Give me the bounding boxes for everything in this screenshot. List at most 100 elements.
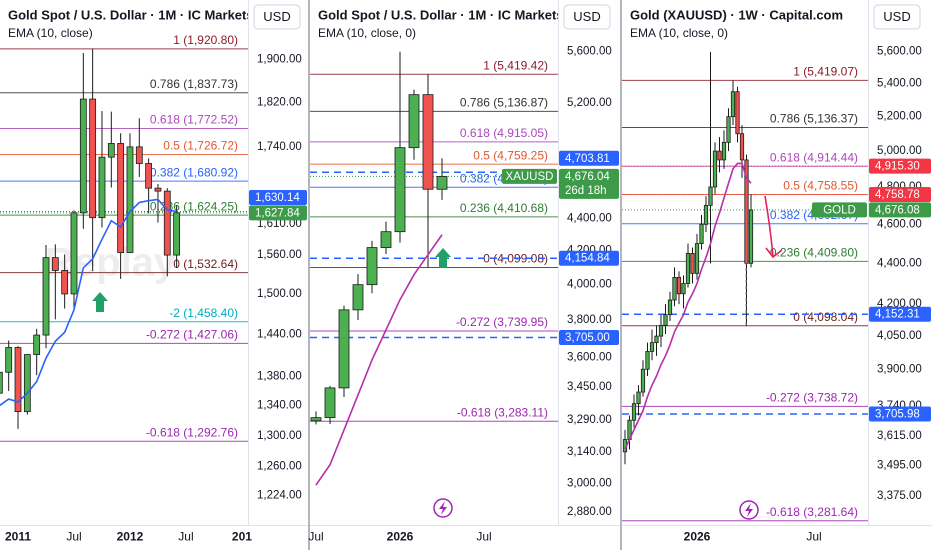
x-tick-label: 201 [232,530,252,544]
symbol-tag [502,168,557,184]
projection-arrow-head [765,247,783,259]
fib-label: 1 (5,419.42) [483,58,548,72]
candle-body [173,212,181,256]
price-tag [869,306,931,322]
chart-panel: 1 (5,419.07) 0.786 (5,136.37) 0.618 (4,914… [622,7,868,522]
time-axis [310,525,620,550]
chart-title: Gold (XAUUSD) · 1W · Capital.com [630,7,843,22]
currency-box [563,4,611,30]
x-tick-label: 2026 [684,530,711,544]
candle-body [631,403,637,421]
price-tag-label: 3,705.00 [565,332,610,344]
ema-line [315,234,443,486]
candle-body [117,143,125,253]
candle-body [436,175,448,190]
fib-label: -2 (1,458.40) [169,306,238,320]
up-arrow [92,292,108,312]
y-tick-label: 1,820.00 [257,96,302,108]
x-tick-label: Jul [66,530,81,544]
candle-body [126,146,134,253]
y-tick-label: 5,200.00 [567,97,612,109]
candle-body [324,387,336,419]
price-tag [869,406,931,422]
fib-label: -0.618 (1,292.76) [146,425,238,439]
fib-label: 1 (1,920.80) [173,33,238,47]
divider [308,0,310,550]
indicator-label: EMA (10, close) [8,26,93,40]
y-tick-label: 5,200.00 [877,111,922,123]
indicator-label: EMA (10, close, 0) [630,26,728,40]
fib-label: 0.236 (4,409.80) [770,246,858,260]
price-tag [249,189,307,205]
candle-body [61,270,69,295]
candle-body [663,314,668,326]
price-tag [559,168,619,199]
candle-body [658,324,664,337]
y-tick-label: 3,615.00 [877,430,922,442]
replay-icon[interactable] [739,500,759,520]
price-tag [869,202,931,218]
candle-body [79,98,87,214]
candle-body [98,156,106,219]
chart-title: Gold Spot / U.S. Dollar · 1M · IC Market… [318,7,564,22]
y-tick-label: 4,000.00 [567,279,612,291]
ema-line [624,162,752,450]
replay-icon[interactable] [433,498,453,518]
chart-title: Gold Spot / U.S. Dollar · 1M · IC Market… [8,7,254,22]
candle-body [408,94,420,149]
candle-body [645,351,650,370]
price-tag [559,150,619,166]
price-tag [869,158,931,174]
candle-body [352,284,364,311]
symbol-tag-label: GOLD [823,204,856,216]
candle-body [735,91,740,135]
ema-line [0,198,177,407]
candle-body [721,141,727,161]
candle-body [694,243,700,274]
currency-box [873,4,921,30]
fib-label: 0.236 (4,410.68) [460,201,548,215]
y-tick-label: 4,400.00 [877,257,922,269]
y-tick-label: 3,900.00 [877,363,922,375]
y-tick-label: 2,880.00 [567,506,612,518]
fib-label: 1 (5,419.07) [793,65,858,79]
time-axis [622,525,932,550]
candle-body [422,94,434,190]
candle-body [703,205,709,225]
fib-label: -0.272 (3,738.72) [766,390,858,404]
price-tag-label: 3,705.98 [875,409,920,421]
projection-arrow [764,195,774,257]
price-tag [559,250,619,266]
candle-body [699,223,704,245]
y-tick-label: 1,610.00 [257,218,302,230]
price-tag-label: 4,676.04 [565,171,610,183]
candle-body [51,257,59,271]
candle-body [70,212,78,295]
price-tag [869,187,931,203]
y-tick-label: 1,340.00 [257,400,302,412]
y-tick-label: 1,224.00 [257,489,302,501]
y-tick-label: 3,495.00 [877,460,922,472]
candle-body [654,335,659,344]
candle-body [310,417,322,422]
price-axis [868,0,932,525]
currency-label: USD [883,9,910,24]
candle-body [636,391,641,405]
price-tag [559,330,619,346]
price-tag-label: 4,758.78 [875,189,920,201]
x-tick-label: Jul [806,530,821,544]
y-tick-label: 5,400.00 [877,78,922,90]
fib-label: 0 (4,098.04) [793,310,858,324]
y-tick-label: 4,600.00 [877,218,922,230]
fib-label: -0.618 (3,283.11) [457,405,548,419]
candle-body [0,371,3,394]
price-tag-label: 1,630.14 [255,192,300,204]
candle-body [739,133,745,161]
x-tick-label: Jul [308,530,323,544]
indicator-label: EMA (10, close, 0) [318,26,416,40]
fib-label: 0.382 (1,680.92) [150,165,238,179]
y-tick-label: 1,300.00 [257,430,302,442]
currency-label: USD [573,9,600,24]
